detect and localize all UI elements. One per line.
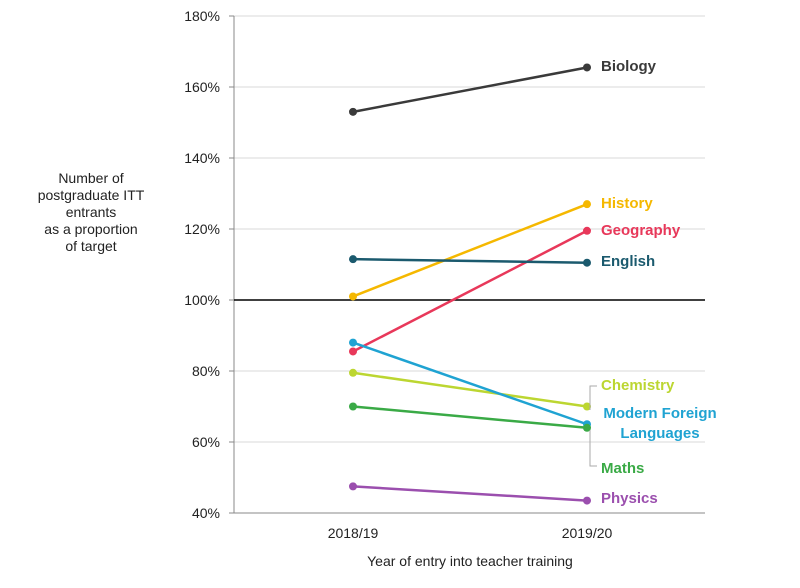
series-history <box>349 200 591 301</box>
series-labels: Biology History Geography English Chemistry M… <box>589 58 717 507</box>
data-point <box>583 423 591 432</box>
series-label: Biology <box>601 58 657 75</box>
series-label: Geography <box>601 222 681 239</box>
y-tick-label: 80% <box>192 363 220 379</box>
series-label: Physics <box>601 490 658 507</box>
series-label: English <box>601 253 655 270</box>
axes: 40% 60% 80% 100% 120% 140% 160% 180% 2018/19 2019… <box>184 8 705 541</box>
x-tick-label: 2018/19 <box>328 525 379 541</box>
connector-maths <box>589 430 597 467</box>
y-tick-label: 120% <box>184 221 220 237</box>
data-point <box>349 482 357 491</box>
series-english <box>349 255 591 267</box>
data-point <box>583 200 591 209</box>
series-label: Languages <box>620 425 699 442</box>
data-point <box>349 292 357 301</box>
data-point <box>583 496 591 505</box>
data-point <box>583 226 591 235</box>
series-line <box>352 371 588 408</box>
data-point <box>583 402 591 411</box>
series-line <box>352 485 588 502</box>
label-connector <box>589 385 597 467</box>
series-label: Chemistry <box>601 377 675 394</box>
data-point <box>349 347 357 356</box>
series-label: History <box>601 195 653 212</box>
y-tick-label: 100% <box>184 292 220 308</box>
data-point <box>349 338 357 347</box>
series-physics <box>349 482 591 505</box>
y-tick-label: 40% <box>192 505 220 521</box>
series-group <box>349 63 591 505</box>
series-geography <box>349 226 591 356</box>
series-chemistry <box>349 368 591 411</box>
data-point <box>349 402 357 411</box>
series-line <box>352 202 588 298</box>
series-line <box>352 341 588 426</box>
y-axis-title-line: of target <box>65 238 117 254</box>
series-label: Maths <box>601 460 644 477</box>
y-axis-title: Number of postgraduate ITT entrants as a… <box>6 170 176 255</box>
y-tick-label: 180% <box>184 8 220 24</box>
data-point <box>349 255 357 264</box>
data-point <box>583 63 591 72</box>
data-point <box>583 258 591 267</box>
series-biology <box>349 63 591 116</box>
y-axis-title-line: entrants <box>65 204 117 220</box>
series-line <box>352 66 588 114</box>
y-tick-label: 160% <box>184 79 220 95</box>
connector-chemistry <box>589 385 597 410</box>
series-line <box>352 257 588 264</box>
data-point <box>349 107 357 116</box>
y-axis-title-line: postgraduate ITT <box>37 187 145 203</box>
y-axis-title-line: Number of <box>58 170 124 186</box>
data-point <box>349 368 357 377</box>
series-modern-foreign-languages <box>349 338 591 429</box>
series-label: Modern Foreign <box>603 405 716 422</box>
x-tick-label: 2019/20 <box>562 525 613 541</box>
series-maths <box>349 402 591 432</box>
x-axis-title: Year of entry into teacher training <box>367 553 573 569</box>
y-tick-label: 140% <box>184 150 220 166</box>
y-tick-label: 60% <box>192 434 220 450</box>
series-line <box>352 405 588 430</box>
y-axis-title-line: as a proportion <box>44 221 138 237</box>
series-line <box>352 229 588 353</box>
